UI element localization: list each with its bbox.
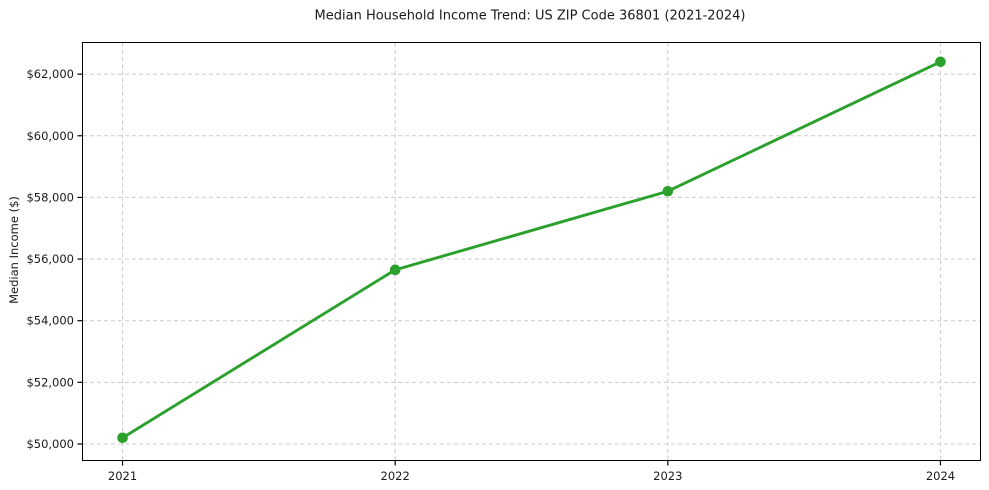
income-trend-line (121, 60, 942, 440)
data-point-2024 (935, 56, 946, 68)
chart-title: Median Household Income Trend: US ZIP Co… (314, 8, 746, 24)
xtick-label: 2022 (381, 469, 410, 483)
ytick-label: $56,000 (26, 252, 74, 266)
ytick-label: $50,000 (26, 437, 74, 451)
data-point-2023 (662, 185, 674, 197)
ytick-label: $62,000 (26, 67, 74, 81)
xtick-label: 2023 (653, 469, 682, 483)
y-axis-title: Median Income ($) (7, 196, 21, 304)
plot-area: $50,000 $52,000 $54,000 $56,000 $58,000 $60,0… (26, 42, 981, 483)
line-chart-canvas: $50,000 $52,000 $54,000 $56,000 $58,000 $60,0… (26, 43, 980, 483)
ytick-label: $58,000 (26, 190, 74, 204)
ytick-label: $52,000 (26, 375, 74, 389)
ytick-label: $60,000 (26, 129, 74, 143)
ytick-label: $54,000 (26, 314, 74, 328)
xtick-label: 2021 (108, 469, 137, 483)
data-point-2021 (117, 432, 128, 444)
data-point-2022 (389, 264, 401, 276)
xtick-label: 2024 (926, 469, 955, 483)
